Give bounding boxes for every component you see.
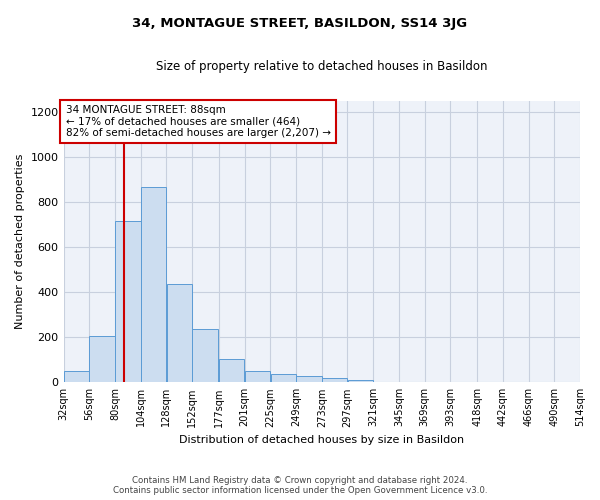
- Title: Size of property relative to detached houses in Basildon: Size of property relative to detached ho…: [156, 60, 488, 73]
- X-axis label: Distribution of detached houses by size in Basildon: Distribution of detached houses by size …: [179, 435, 464, 445]
- Text: 34 MONTAGUE STREET: 88sqm
← 17% of detached houses are smaller (464)
82% of semi: 34 MONTAGUE STREET: 88sqm ← 17% of detac…: [65, 105, 331, 138]
- Bar: [296, 376, 322, 382]
- Bar: [245, 372, 270, 382]
- Bar: [219, 358, 244, 382]
- Text: 34, MONTAGUE STREET, BASILDON, SS14 3JG: 34, MONTAGUE STREET, BASILDON, SS14 3JG: [133, 18, 467, 30]
- Bar: [347, 380, 373, 382]
- Bar: [322, 378, 347, 382]
- Bar: [64, 371, 89, 382]
- Text: Contains HM Land Registry data © Crown copyright and database right 2024.
Contai: Contains HM Land Registry data © Crown c…: [113, 476, 487, 495]
- Bar: [141, 186, 166, 382]
- Bar: [115, 222, 140, 382]
- Bar: [192, 330, 218, 382]
- Bar: [271, 374, 296, 382]
- Y-axis label: Number of detached properties: Number of detached properties: [15, 154, 25, 329]
- Bar: [89, 336, 115, 382]
- Bar: [167, 284, 192, 382]
